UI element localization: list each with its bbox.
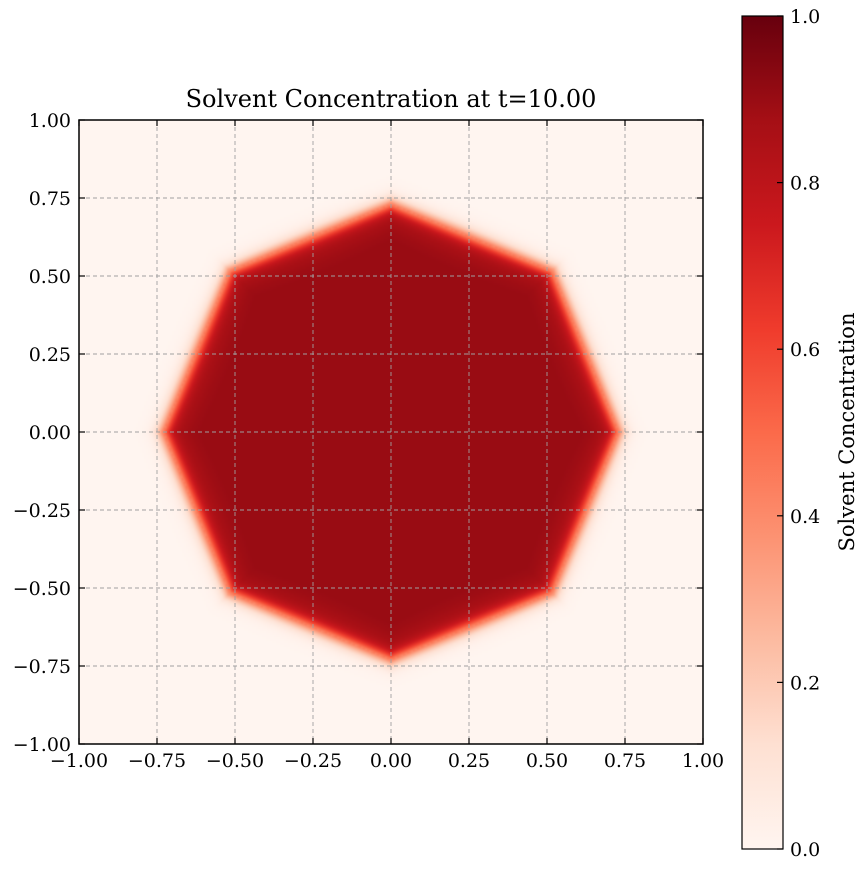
y-tick-label: 0.00 bbox=[29, 422, 71, 444]
colorbar-gradient bbox=[741, 15, 784, 850]
y-tick-label: −0.75 bbox=[13, 656, 71, 678]
y-tick-label: 1.00 bbox=[29, 110, 71, 132]
colorbar-tick-label: 0.0 bbox=[790, 839, 820, 861]
x-axis: −1.00 −0.75 −0.50 −0.25 0.00 0.25 0.50 0.75 1.00 bbox=[50, 120, 724, 772]
x-tick-label: −0.75 bbox=[128, 750, 186, 772]
y-tick-label: 0.25 bbox=[29, 344, 71, 366]
y-tick-label: −0.50 bbox=[13, 578, 71, 600]
chart-title: Solvent Concentration at t=10.00 bbox=[186, 85, 597, 113]
colorbar-tick-label: 0.8 bbox=[790, 173, 820, 195]
y-tick-label: 0.50 bbox=[29, 266, 71, 288]
y-tick-label: 0.75 bbox=[29, 188, 71, 210]
colorbar-ticks: 0.0 0.2 0.4 0.6 0.8 1.0 bbox=[777, 6, 820, 861]
heatmap-plot-area: −1.00 −0.75 −0.50 −0.25 0.00 0.25 0.50 0.75 1.00… bbox=[13, 110, 724, 772]
x-tick-label: 1.00 bbox=[682, 750, 724, 772]
colorbar-tick-label: 1.0 bbox=[790, 6, 820, 28]
x-tick-label: 0.25 bbox=[448, 750, 490, 772]
y-tick-label: −0.25 bbox=[13, 500, 71, 522]
x-tick-label: 0.00 bbox=[370, 750, 412, 772]
x-tick-label: 0.50 bbox=[526, 750, 568, 772]
colorbar-label: Solvent Concentration bbox=[835, 313, 859, 552]
colorbar-tick-label: 0.2 bbox=[790, 672, 820, 694]
y-tick-label: −1.00 bbox=[13, 734, 71, 756]
x-tick-label: −0.25 bbox=[284, 750, 342, 772]
colorbar: 0.0 0.2 0.4 0.6 0.8 1.0 Solvent Concentration bbox=[741, 6, 859, 861]
x-tick-label: 0.75 bbox=[604, 750, 646, 772]
x-tick-label: −0.50 bbox=[206, 750, 264, 772]
grid-lines bbox=[79, 120, 703, 744]
colorbar-tick-label: 0.4 bbox=[790, 506, 820, 528]
y-axis: −1.00 −0.75 −0.50 −0.25 0.00 0.25 0.50 0.75 1.00 bbox=[13, 110, 703, 756]
x-tick-label: −1.00 bbox=[50, 750, 108, 772]
colorbar-tick-label: 0.6 bbox=[790, 339, 820, 361]
